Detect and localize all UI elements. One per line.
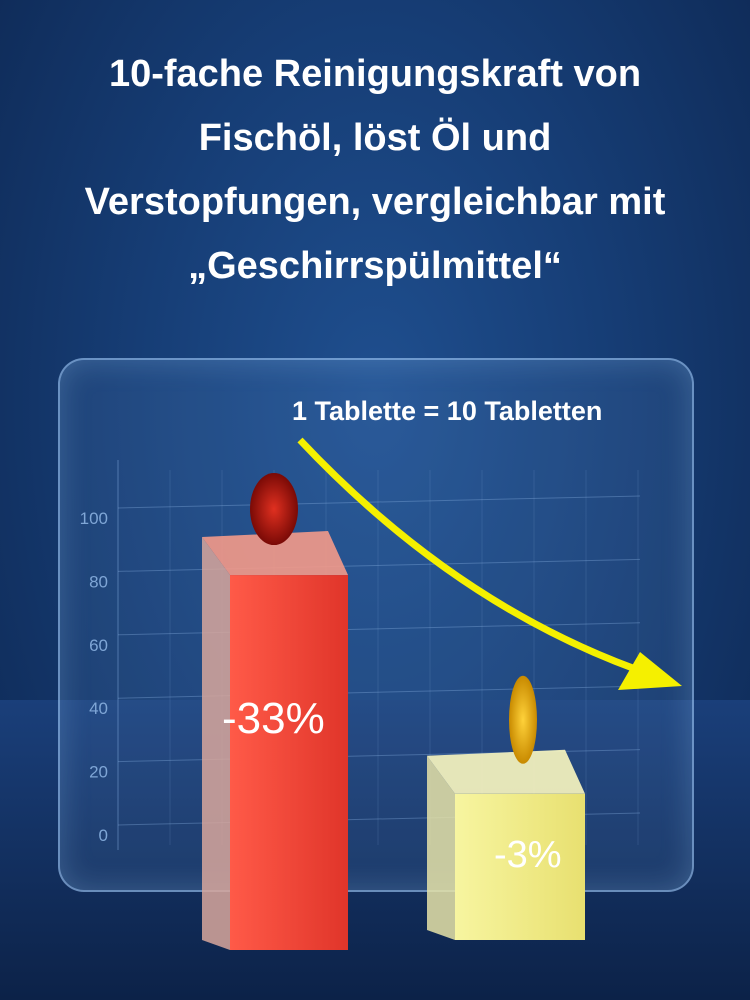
title-line: Verstopfungen, vergleichbar mit — [84, 181, 666, 223]
y-tick-label: 0 — [99, 826, 108, 845]
gridline — [117, 622, 641, 636]
gridline — [117, 495, 641, 509]
annotation-text: 1 Tablette = 10 Tabletten — [292, 396, 603, 426]
title-line: 10-fache Reinigungskraft von — [108, 53, 642, 95]
arrow-head-icon — [618, 652, 682, 690]
y-tick-label: 100 — [80, 509, 108, 528]
data-label: -3% — [494, 834, 562, 876]
title-line: „Geschirrspülmittel“ — [188, 245, 562, 287]
bar-side — [202, 537, 230, 950]
capsule-icon — [250, 473, 298, 546]
bar — [455, 793, 585, 940]
glass-chart-panel — [58, 358, 694, 892]
bar-side — [427, 755, 455, 940]
capsule-icon — [509, 675, 537, 764]
y-tick-label: 60 — [89, 636, 108, 655]
floor — [0, 700, 750, 1000]
bar-top — [427, 749, 585, 794]
page-title: 10-fache Reinigungskraft von Fischöl, lö… — [0, 42, 750, 298]
bar-top — [202, 531, 348, 576]
trend-arrow — [297, 437, 657, 680]
y-tick-label: 20 — [89, 763, 108, 782]
y-tick-label: 40 — [89, 699, 108, 718]
gridline — [117, 558, 641, 572]
bar — [230, 575, 348, 950]
data-label: -33% — [222, 694, 325, 743]
title-line: Fischöl, löst Öl und — [198, 117, 552, 159]
gridline — [117, 685, 641, 699]
y-tick-label: 80 — [89, 572, 108, 591]
